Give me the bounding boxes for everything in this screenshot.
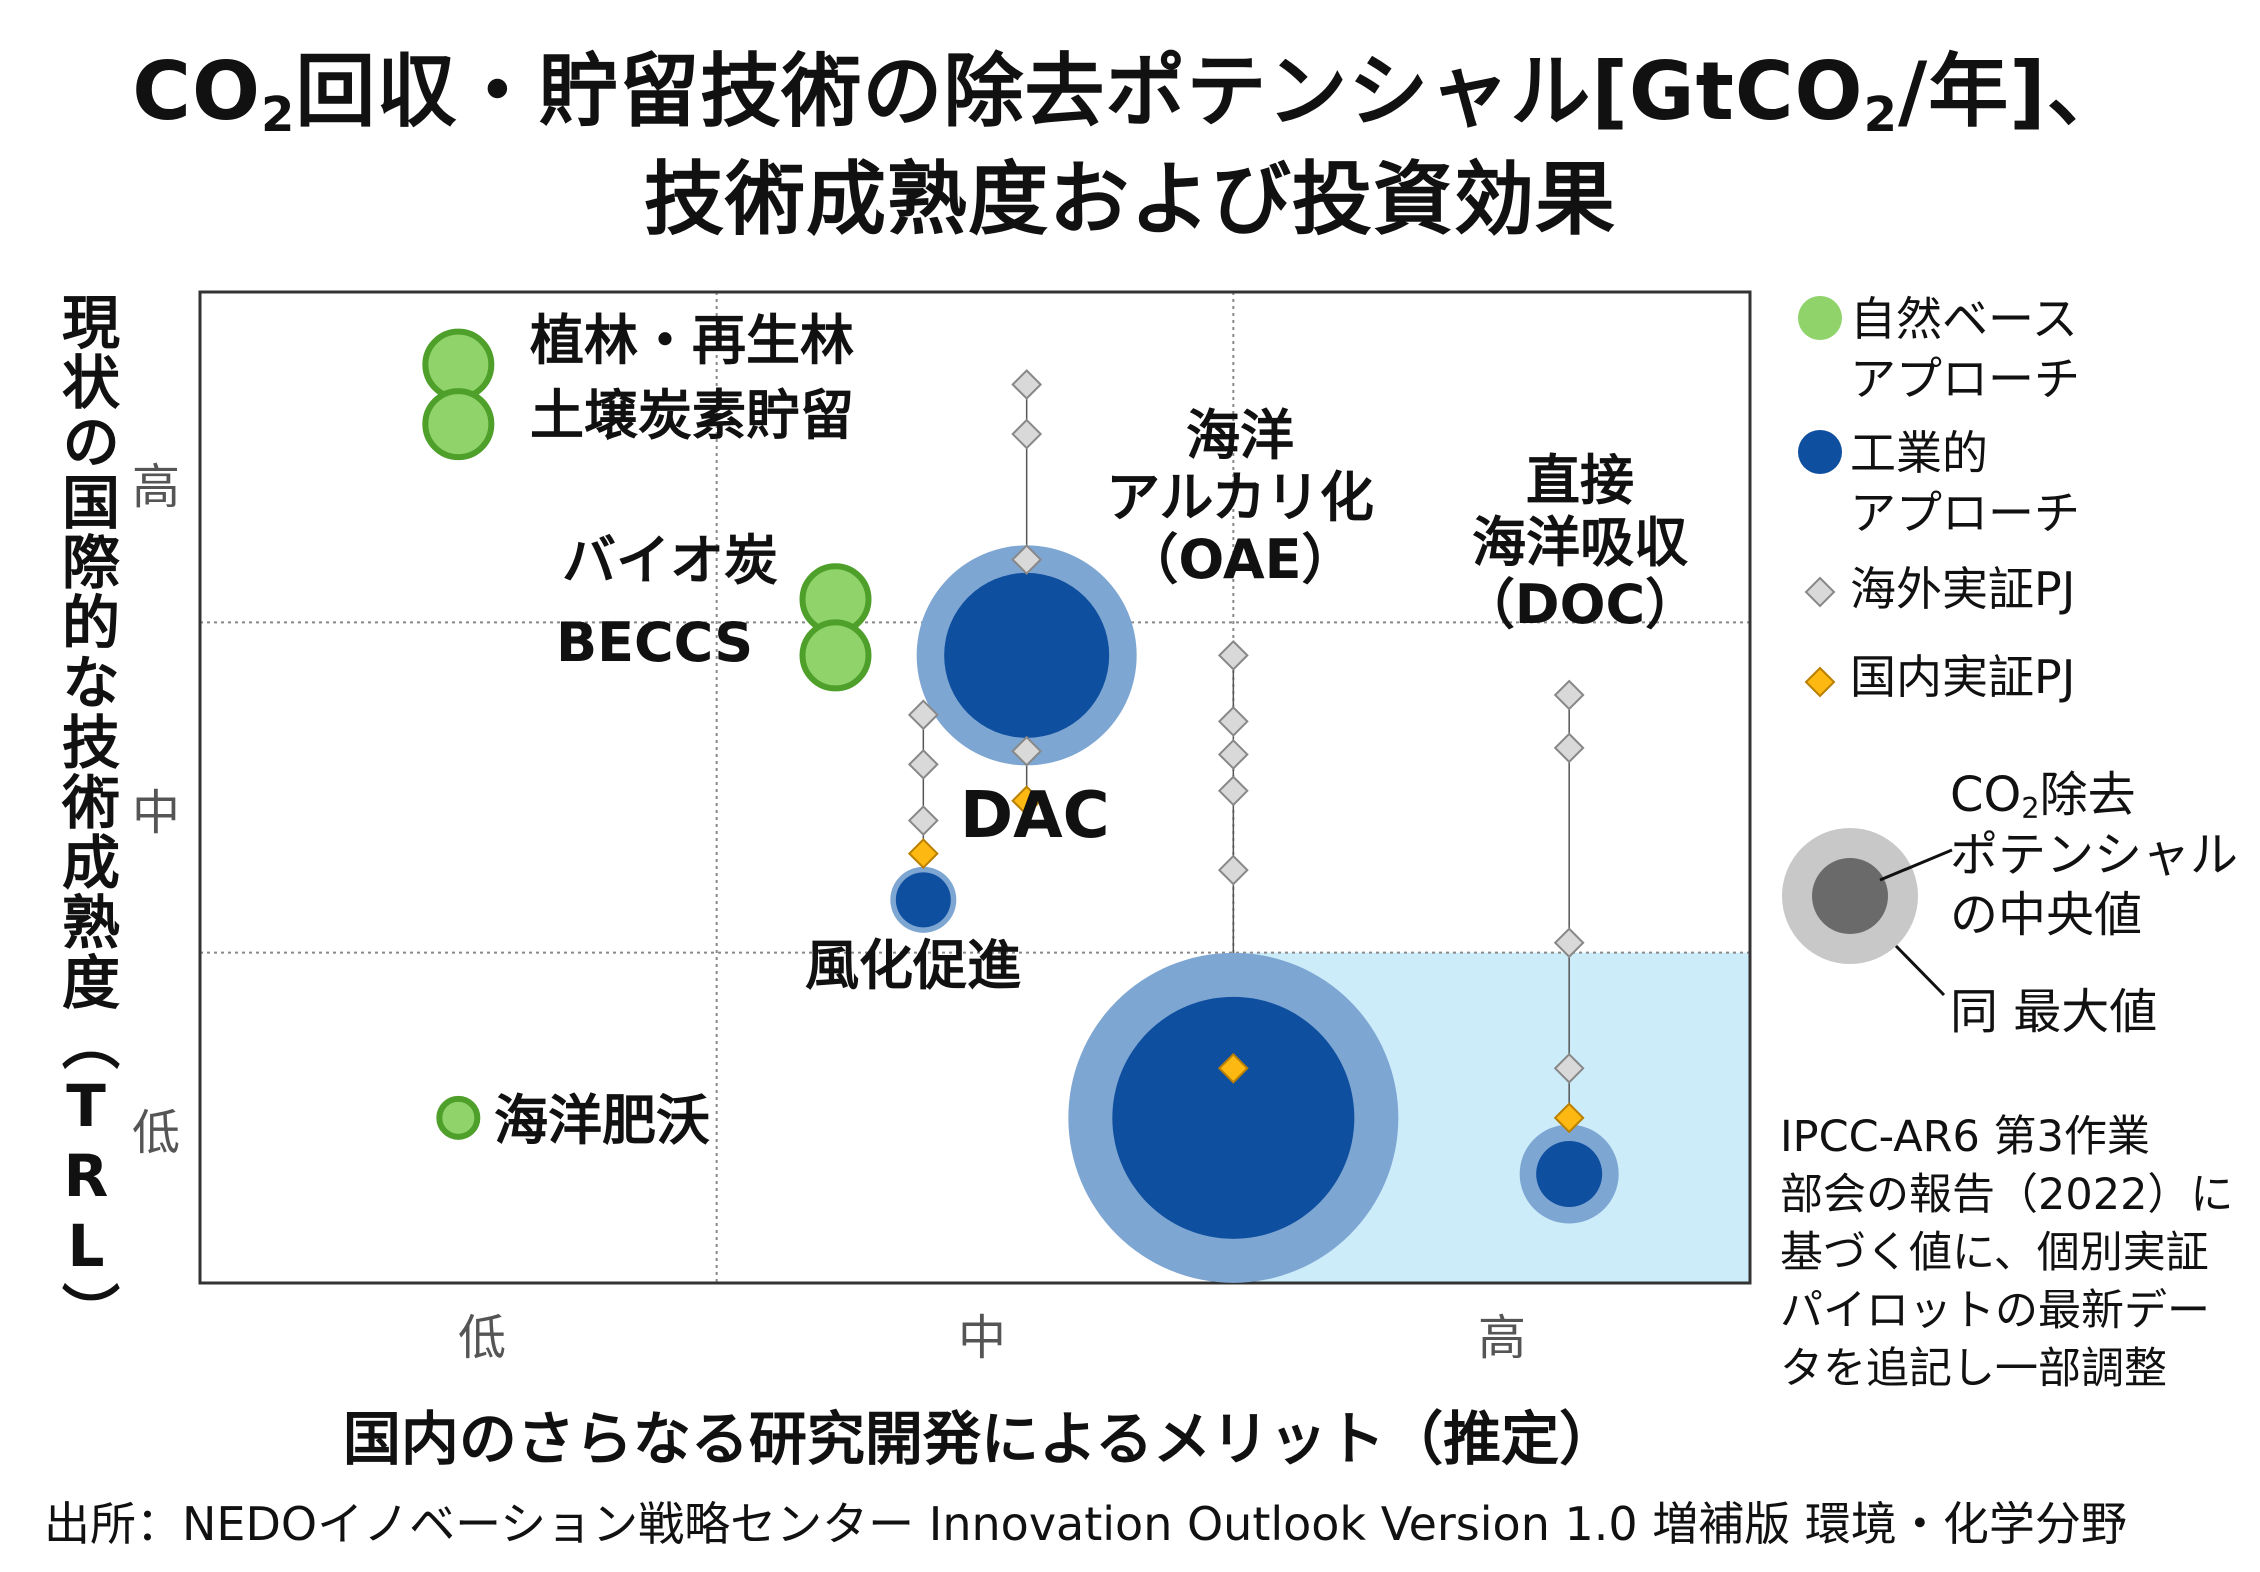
overseas-pj-marker [1553, 732, 1585, 764]
label-soil-carbon: 土壌炭素貯留 [530, 384, 854, 447]
plot-frame [198, 290, 1752, 1285]
legend-median-circle [1812, 858, 1888, 934]
overseas-pj-marker [1011, 544, 1043, 575]
legend-nature-label: 自然ベース アプローチ [1850, 292, 2080, 406]
label-dac: DAC [960, 779, 1110, 853]
label-biochar: バイオ炭 [562, 529, 778, 592]
label-weathering: 風化促進 [805, 934, 1021, 997]
legend-median-leader [1879, 848, 1953, 882]
domestic-pj-marker [1217, 1052, 1249, 1084]
legend-industrial-swatch [1798, 430, 1842, 474]
domestic-pj-marker [907, 838, 939, 869]
legend-domestic-label: 国内実証PJ [1850, 650, 2076, 704]
overseas-pj-marker [1553, 927, 1585, 959]
x-tick-low: 低 [458, 1310, 507, 1366]
potential-median-bubble [1112, 996, 1355, 1239]
legend-overseas-swatch [1804, 576, 1836, 608]
label-beccs: BECCS [556, 611, 754, 674]
y-tick-mid: 中 [132, 785, 181, 841]
legend-max-label: 同 最大値 [1950, 984, 2158, 1040]
legend-overseas-label: 海外実証PJ [1850, 562, 2076, 616]
nature-point [436, 1095, 481, 1140]
legend-potential-label: CO2除去 ポテンシャル の中央値 [1950, 767, 2239, 943]
y-tick-high: 高 [132, 459, 181, 515]
legend-max-leader [1894, 944, 1946, 997]
nature-point [799, 619, 872, 692]
label-afforestation: 植林・再生林 [530, 309, 854, 372]
overseas-pj-marker [907, 699, 939, 731]
overseas-pj-marker [1011, 369, 1043, 400]
chart-title-line2: 技術成熟度および投資効果 [644, 153, 1616, 246]
overseas-pj-marker [1217, 775, 1249, 807]
overseas-pj-marker [1011, 418, 1043, 450]
overseas-pj-marker [1217, 739, 1249, 770]
potential-median-bubble [944, 572, 1110, 738]
overseas-pj-marker [907, 748, 939, 780]
overseas-pj-marker [1217, 706, 1249, 737]
x-tick-high: 高 [1478, 1310, 1527, 1366]
label-oae: 海洋 アルカリ化 （OAE） [1106, 404, 1374, 592]
legend-nature-swatch [1798, 296, 1842, 340]
overseas-pj-marker [1553, 1052, 1585, 1084]
overseas-pj-marker [1553, 679, 1585, 711]
label-doc: 直接 海洋吸収 （DOC） [1460, 449, 1700, 637]
domestic-pj-marker [1011, 785, 1043, 817]
potential-median-bubble [1536, 1140, 1603, 1207]
potential-median-bubble [895, 872, 951, 928]
label-ocean-fertilization: 海洋肥沃 [494, 1089, 710, 1152]
domestic-pj-marker [1553, 1102, 1585, 1134]
overseas-pj-marker [907, 805, 939, 836]
legend-domestic-swatch [1804, 666, 1836, 698]
overseas-pj-marker [1217, 639, 1249, 671]
overseas-pj-marker [1217, 854, 1249, 886]
nature-point [422, 328, 495, 401]
x-axis-label: 国内のさらなる研究開発によるメリット（推定） [342, 1405, 1618, 1473]
nature-point [422, 388, 495, 461]
chart-title-line1: CO2回収・貯留技術の除去ポテンシャル[GtCO2/年]、 [132, 45, 2128, 143]
overseas-pj-marker [1011, 735, 1043, 767]
y-axis-label: 現状の国際的な技術成熟度（TRL） [52, 292, 120, 1342]
x-tick-mid: 中 [958, 1310, 1007, 1366]
source-credit: 出所：NEDOイノベーション戦略センター Innovation Outlook … [44, 1497, 2127, 1551]
y-tick-low: 低 [132, 1105, 181, 1161]
legend-industrial-label: 工業的 アプローチ [1850, 426, 2080, 540]
data-note: IPCC-AR6 第3作業 部会の報告（2022）に 基づく値に、個別実証 パイロット… [1780, 1112, 2234, 1395]
